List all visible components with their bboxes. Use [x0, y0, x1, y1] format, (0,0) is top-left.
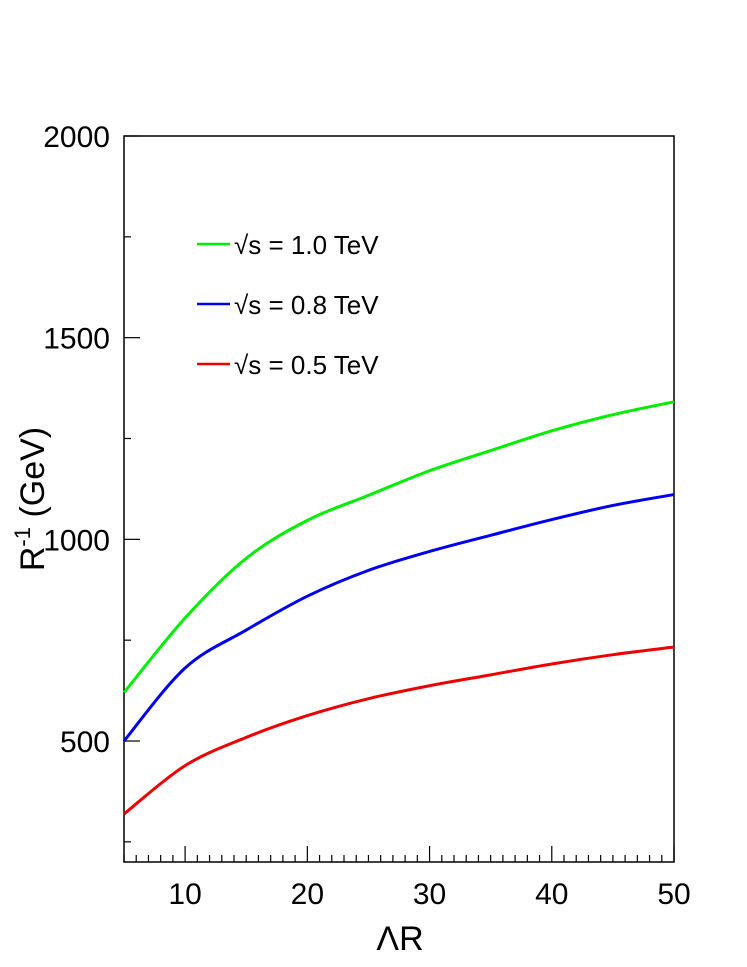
y-tick-label: 500 [60, 726, 110, 759]
y-tick-label: 2000 [43, 121, 110, 154]
series-line-0 [122, 400, 675, 694]
x-tick-label: 30 [413, 878, 446, 911]
x-axis-label: ΛR [376, 920, 423, 958]
y-tick-label: 1000 [43, 524, 110, 557]
plot-frame [123, 135, 675, 863]
series-line-2 [123, 645, 675, 816]
x-tick-label: 50 [657, 878, 690, 911]
legend-label: √s = 1.0 TeV [234, 230, 379, 260]
y-axis-label: R-1 (GeV) [10, 427, 52, 571]
legend-label: √s = 0.8 TeV [234, 290, 379, 320]
series-line-1 [122, 493, 675, 742]
x-tick-label: 20 [291, 878, 324, 911]
legend-label: √s = 0.5 TeV [234, 350, 379, 380]
x-tick-label: 10 [168, 878, 201, 911]
x-tick-label: 40 [535, 878, 568, 911]
y-tick-label: 1500 [43, 323, 110, 356]
